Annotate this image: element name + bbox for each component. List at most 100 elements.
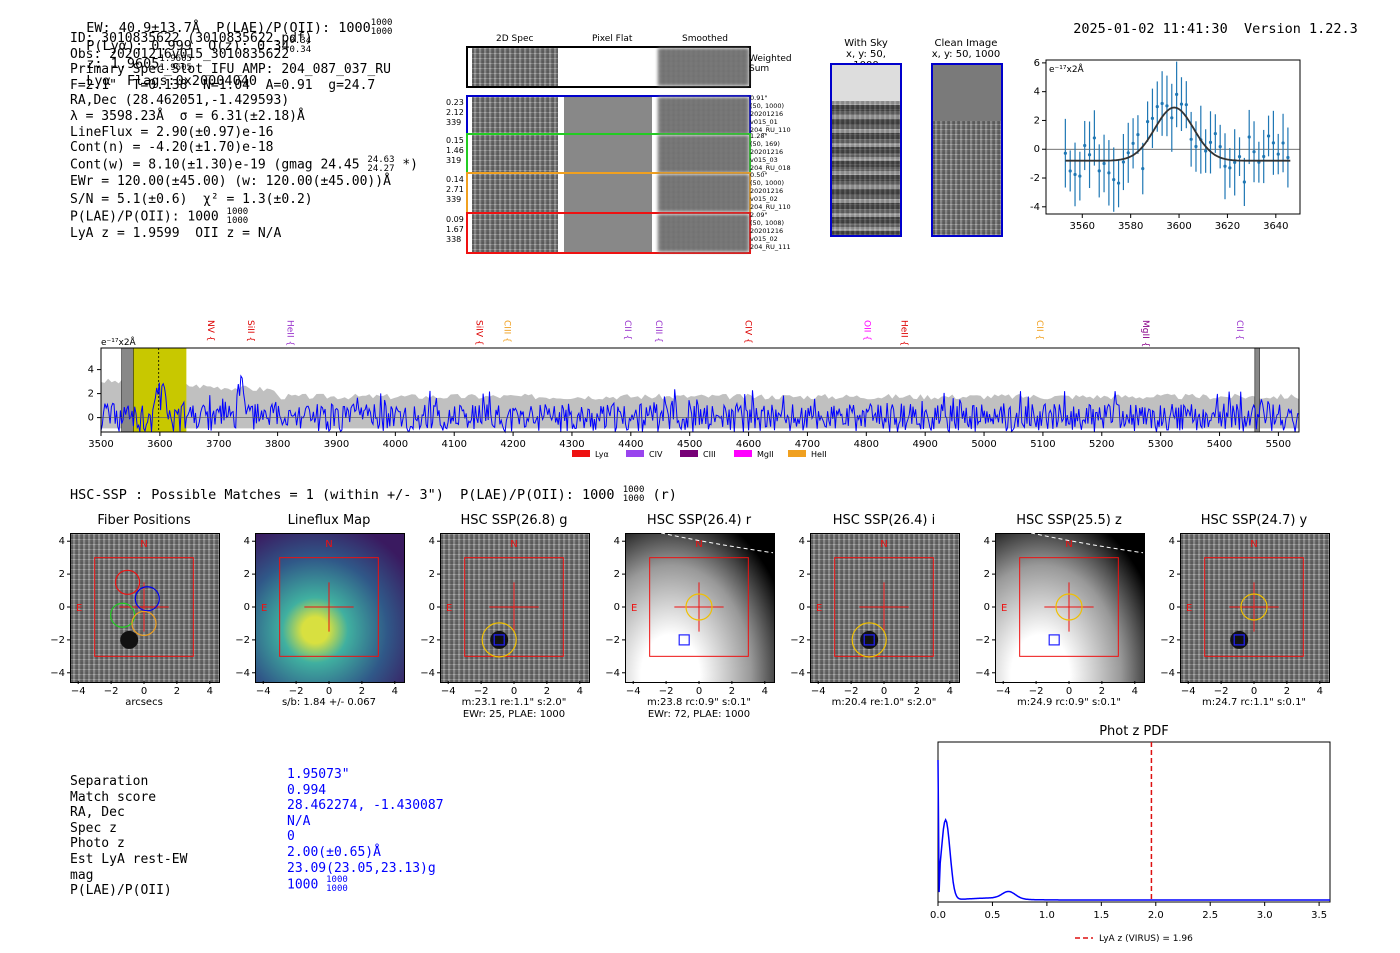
photz-axes-frame <box>937 741 1331 903</box>
spec-xtick-label: 5400 <box>1207 439 1232 450</box>
info-contn: Cont(n) = -4.20(±1.70)e-18 <box>70 140 274 156</box>
fiber-row-meta: 0.50" (50, 1000) 20201216 v015_02 204_RU_110 <box>750 171 791 211</box>
info-params: F=2.1" T=0.138 N=1.04 A=0.91 g=24.7 <box>70 77 376 93</box>
hsc-search-box <box>1019 557 1119 657</box>
header-ew: EW: 40.9±13.7Å P(LAE)/P(OII): 1000 <box>86 20 371 36</box>
spec-legend-swatch <box>572 450 590 457</box>
zoom-xtick-label: 3620 <box>1215 221 1240 232</box>
spec-ytick-label: 2 <box>88 389 94 400</box>
photz-xtick-label: 1.5 <box>1093 910 1109 921</box>
hsc-panel-title: HSC SSP(26.4) r <box>646 513 752 528</box>
hsc-xtick-label: 0 <box>881 686 887 697</box>
hsc-xtick-label: 0 <box>696 686 702 697</box>
hsc-ytick-label: 0 <box>244 602 250 613</box>
hsc-xtick-label: −4 <box>1181 686 1196 697</box>
hsc-panel-title: HSC SSP(26.8) g <box>460 513 568 528</box>
fiber-smoothed <box>658 97 749 135</box>
zoom-ytick-label: 4 <box>1034 87 1040 98</box>
fiber-circle <box>131 610 157 637</box>
zoom-point <box>1179 102 1184 106</box>
hsc-ytick-label: 0 <box>59 602 65 613</box>
zoom-point <box>1092 136 1096 140</box>
hsc-xtick-label: 0 <box>511 686 517 697</box>
hsc-aperture <box>851 622 887 658</box>
spec-xtick-label: 4000 <box>383 439 408 450</box>
hsc-ytick-label: −2 <box>1160 635 1175 646</box>
hsc-ytick-label: −4 <box>1160 668 1175 679</box>
spec-line-label-oii: OII { <box>862 320 872 341</box>
zoom-point <box>1266 134 1271 138</box>
hsc-compass-n: N <box>880 539 887 550</box>
hsc-aperture <box>685 593 713 621</box>
hsc-ytick-label: −4 <box>235 668 250 679</box>
fiber-2d <box>472 174 558 212</box>
hsc-caption: m:24.9 rc:0.9" s:0.1" <box>1016 697 1122 708</box>
hsc-xtick-label: 2 <box>1284 686 1290 697</box>
hsc-panel-title: Lineflux Map <box>287 513 371 528</box>
hsc-caption: m:20.4 re:1.0" s:2.0" <box>831 697 937 708</box>
info-contw: Cont(w) = 8.10(±1.30)e-19 (gmag 24.45 24… <box>70 154 418 174</box>
hsc-xtick-label: 2 <box>1099 686 1105 697</box>
hsc-xtick-label: 4 <box>762 686 768 697</box>
hsc-compass-e: E <box>261 603 267 614</box>
hsc-xtick-label: −4 <box>71 686 86 697</box>
spec-xtick-label: 4900 <box>912 439 937 450</box>
zoom-xtick-label: 3580 <box>1118 221 1143 232</box>
spec-line-label-cii: CII { <box>622 320 632 340</box>
zoom-point <box>1252 150 1256 154</box>
zoom-axes-frame <box>1045 59 1301 215</box>
hsc-xtick-label: 2 <box>174 686 180 697</box>
zoom-xtick-label: 3640 <box>1263 221 1288 232</box>
hsc-ytick-label: −2 <box>790 635 805 646</box>
spec-axes-frame <box>100 347 1300 433</box>
hsc-ytick-label: 2 <box>429 569 435 580</box>
fiber-smoothed <box>658 135 749 173</box>
zoom-point <box>1281 141 1285 145</box>
spec-line-label-ciii: CIII { <box>653 320 663 343</box>
hsc-image <box>810 533 960 683</box>
info-lambda: λ = 3598.23Å σ = 6.31(±2.18)Å <box>70 108 305 124</box>
hsc-match-marker <box>863 634 875 646</box>
spec-xtick-label: 3800 <box>265 439 290 450</box>
hsc-compass-n: N <box>140 539 147 550</box>
hsc-aperture <box>1055 593 1083 621</box>
hsc-ytick-label: 2 <box>59 569 65 580</box>
hsc-overlay: 4 2 0 −2 −4 −4 −2 0 2 4 N E <box>605 532 774 697</box>
hsc-overlay: 4 2 0 −2 −4 −4 −2 0 2 4 N E <box>790 536 953 697</box>
info-block: ID: 3010835622 (3010835622.pdf) Obs: 202… <box>70 31 418 242</box>
zoom-point <box>1165 104 1169 108</box>
fiber-2d <box>472 135 558 173</box>
zoom-ytick-label: -4 <box>1030 202 1040 213</box>
hsc-ytick-label: 4 <box>1169 536 1175 547</box>
zoom-point <box>1097 169 1101 173</box>
photz-xtick-label: 2.0 <box>1148 910 1164 921</box>
zoom-point <box>1102 161 1106 166</box>
hsc-source <box>1230 630 1249 649</box>
fiber-row-stats: 0.15 1.46 319 <box>446 136 464 165</box>
spec-legend-swatch <box>734 450 752 457</box>
info-slot: Primary Spec_Slot_IFU_AMP: 204_087_037_R… <box>70 62 391 78</box>
hsc-overlay: 4 2 0 −2 −4 −4 −2 0 2 4 N E <box>1160 536 1323 697</box>
zoom-point <box>1078 174 1082 178</box>
hsc-xtick-label: −2 <box>844 686 859 697</box>
spec-xtick-label: 5200 <box>1089 439 1114 450</box>
spec-line-label-cii: CII { <box>1034 320 1044 340</box>
hsc-ytick-label: −4 <box>790 668 805 679</box>
spec-line-label-ciii: CIII { <box>501 320 511 343</box>
match-value-photoz: 0 <box>287 829 295 845</box>
hsc-ytick-label: −4 <box>50 668 65 679</box>
zoom-point <box>1170 116 1174 120</box>
photz-title: Phot z PDF <box>1099 724 1169 739</box>
zoom-point <box>1155 104 1159 109</box>
hsc-ytick-label: −4 <box>975 668 990 679</box>
hsc-edge-curve <box>1031 532 1144 554</box>
hsc-overlay: 4 2 0 −2 −4 −4 −2 0 2 4 N E <box>975 532 1144 697</box>
weighted-label: Weighted Sum <box>749 54 792 74</box>
zoom-point <box>1087 153 1092 157</box>
zoom-units: e⁻¹⁷x2Å <box>1049 63 1085 75</box>
hsc-caption: arcsecs <box>125 697 163 708</box>
hsc-ytick-label: 0 <box>614 602 620 613</box>
hsc-xtick-label: 2 <box>729 686 735 697</box>
hsc-ytick-label: 2 <box>244 569 250 580</box>
hsc-aperture <box>481 622 517 658</box>
